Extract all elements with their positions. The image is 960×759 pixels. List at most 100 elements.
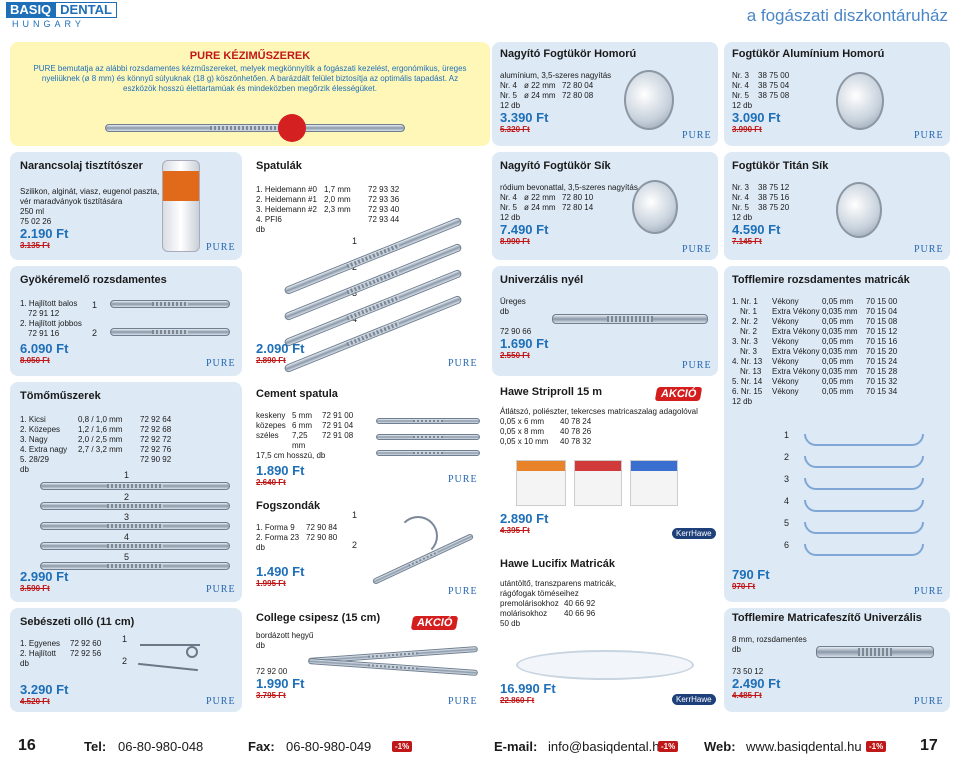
retainer-image <box>816 646 934 658</box>
item-number: 1 <box>124 470 130 480</box>
handle-image <box>552 314 708 324</box>
cell: Nr. 5 <box>500 203 517 212</box>
product-code: 75 02 26 <box>20 217 52 226</box>
pure-logo: PURE <box>682 244 712 255</box>
cell: Vékony <box>772 357 799 366</box>
item-number: 5 <box>784 518 790 528</box>
sale-badge: AKCIÓ <box>410 616 459 630</box>
product-title: Tömőműszerek <box>20 390 101 402</box>
cell: 0,05 x 8 mm <box>500 427 545 436</box>
discount-badge: -1% <box>392 740 413 752</box>
price: 2.890 Ft <box>500 511 549 526</box>
cell: Vékony <box>772 387 799 396</box>
striproll-panel: Hawe Striproll 15 m Átlátszó, poliészter… <box>492 382 718 548</box>
cell: 70 15 28 <box>866 367 898 376</box>
instrument-image <box>40 562 230 570</box>
item-number: 3 <box>124 512 130 522</box>
web-link[interactable]: www.basiqdental.hu <box>746 738 862 754</box>
item-label: 2. Hajlított jobbos <box>20 319 82 328</box>
cell: 72 91 04 <box>322 421 354 430</box>
unit: db <box>732 645 741 654</box>
old-price: 8.050 Ft <box>20 356 50 365</box>
pure-promo-panel: PURE KÉZIMŰSZEREK PURE bemutatja az aláb… <box>10 42 490 146</box>
cell: 1. Heidemann #0 <box>256 185 317 194</box>
cell: 0,05 x 6 mm <box>500 417 545 426</box>
unit: db <box>256 225 265 234</box>
cell: 72 91 00 <box>322 411 354 420</box>
cell: 70 15 00 <box>866 297 898 306</box>
cell: 72 92 72 <box>140 435 172 444</box>
logo-text-b: DENTAL <box>55 2 117 18</box>
pure-logo: PURE <box>448 586 478 597</box>
cell: 2. Nr. 2 <box>732 317 758 326</box>
lucifix-panel: Hawe Lucifix Matricák utántöltő, transzp… <box>492 554 718 712</box>
pure-logo: PURE <box>914 130 944 141</box>
tofflemire-table: 1. Nr. 1 Vékony 0,05 mm 70 15 00 Nr. 1 Extra … <box>732 297 942 397</box>
product-code: 72 91 16 <box>28 329 60 338</box>
cell: 38 75 16 <box>758 193 790 202</box>
pure-logo: PURE <box>206 358 236 369</box>
old-price: 2.640 Ft <box>256 478 286 487</box>
univerzalis-nyel-panel: Univerzális nyél Üreges db 72 90 66 1.69… <box>492 266 718 376</box>
cell: 2,0 / 2,5 mm <box>78 435 123 444</box>
cell: 38 75 00 <box>758 71 790 80</box>
product-title: College csipesz (15 cm) <box>256 612 381 624</box>
ollo-panel: Sebészeti olló (11 cm) 1. Egyenes 72 92 6… <box>10 608 242 712</box>
cell: 1. Nr. 1 <box>732 297 758 306</box>
fogszonda-panel: Fogszondák 1. Forma 9 72 90 84 2. Forma 2… <box>248 496 486 602</box>
matricafeszito-panel: Tofflemire Matricafeszítő Univerzális 8 … <box>724 608 950 712</box>
logo: BASIQ DENTAL HUNGARY <box>6 2 130 30</box>
cell: 3. Heidemann #2 <box>256 205 317 214</box>
email-link[interactable]: info@basiqdental.hu <box>548 738 667 754</box>
unit: 12 db <box>500 101 521 110</box>
tel-label: Tel: <box>84 738 107 754</box>
price: 2.090 Ft <box>256 341 305 356</box>
cell: Nr. 4 <box>732 81 749 90</box>
old-price: 3.590 Ft <box>20 584 50 593</box>
pure-logo: PURE <box>448 474 478 485</box>
instrument-image <box>376 450 480 456</box>
maker-logo: KerrHawe <box>672 528 716 539</box>
product-box-image <box>574 460 622 506</box>
item-label: 1. Hajlított balos <box>20 299 78 308</box>
cell: 0,05 mm <box>822 377 854 386</box>
item-number: 2 <box>122 656 128 666</box>
nagyito-homoru-panel: Nagyító Fogtükör Homorú alumínium, 3,5-s… <box>492 42 718 146</box>
cell: 72 90 92 <box>140 455 172 464</box>
price: 4.590 Ft <box>732 222 781 237</box>
matrix-strip <box>804 522 924 534</box>
discount-badge: -1% <box>866 740 887 752</box>
cell: Extra Vékony <box>772 367 820 376</box>
cell: Nr. 5 <box>500 91 517 100</box>
cell: 72 80 08 <box>562 91 594 100</box>
item-number: 1 <box>784 430 790 440</box>
price: 7.490 Ft <box>500 222 549 237</box>
matrix-strip <box>804 434 924 446</box>
promo-title: PURE KÉZIMŰSZEREK <box>189 50 311 62</box>
titan-sik-panel: Fogtükör Titán Sík Nr. 3 38 75 12 Nr. 4 38… <box>724 152 950 260</box>
cell: 2,7 / 3,2 mm <box>78 445 123 454</box>
item-number: 2 <box>352 540 358 550</box>
instrument-image <box>40 522 230 530</box>
instrument-image <box>110 328 230 336</box>
tel-number[interactable]: 06-80-980-048 <box>118 738 204 754</box>
unit: db <box>20 659 29 668</box>
cell: ø 24 mm <box>524 203 556 212</box>
pure-logo: PURE <box>682 130 712 141</box>
pure-logo: PURE <box>448 696 478 707</box>
aluminium-homoru-panel: Fogtükör Alumínium Homorú Nr. 3 38 75 00 … <box>724 42 950 146</box>
cell: Extra Vékony <box>772 327 820 336</box>
cell: 6. Nr. 15 <box>732 387 763 396</box>
item-number: 1 <box>92 300 98 310</box>
cell: 4. Extra nagy <box>20 445 68 454</box>
cell: 70 15 24 <box>866 357 898 366</box>
old-price: 3.795 Ft <box>256 691 286 700</box>
pure-logo: PURE <box>914 244 944 255</box>
cell: 70 15 32 <box>866 377 898 386</box>
cell: premolárisokhoz <box>500 599 559 608</box>
item-number: 3 <box>784 474 790 484</box>
cell: 0,035 mm <box>822 307 858 316</box>
old-price: 970 Ft <box>732 582 756 591</box>
product-desc: alumínium, 3,5-szeres nagyítás <box>500 71 612 80</box>
product-title: Hawe Striproll 15 m <box>500 386 603 398</box>
